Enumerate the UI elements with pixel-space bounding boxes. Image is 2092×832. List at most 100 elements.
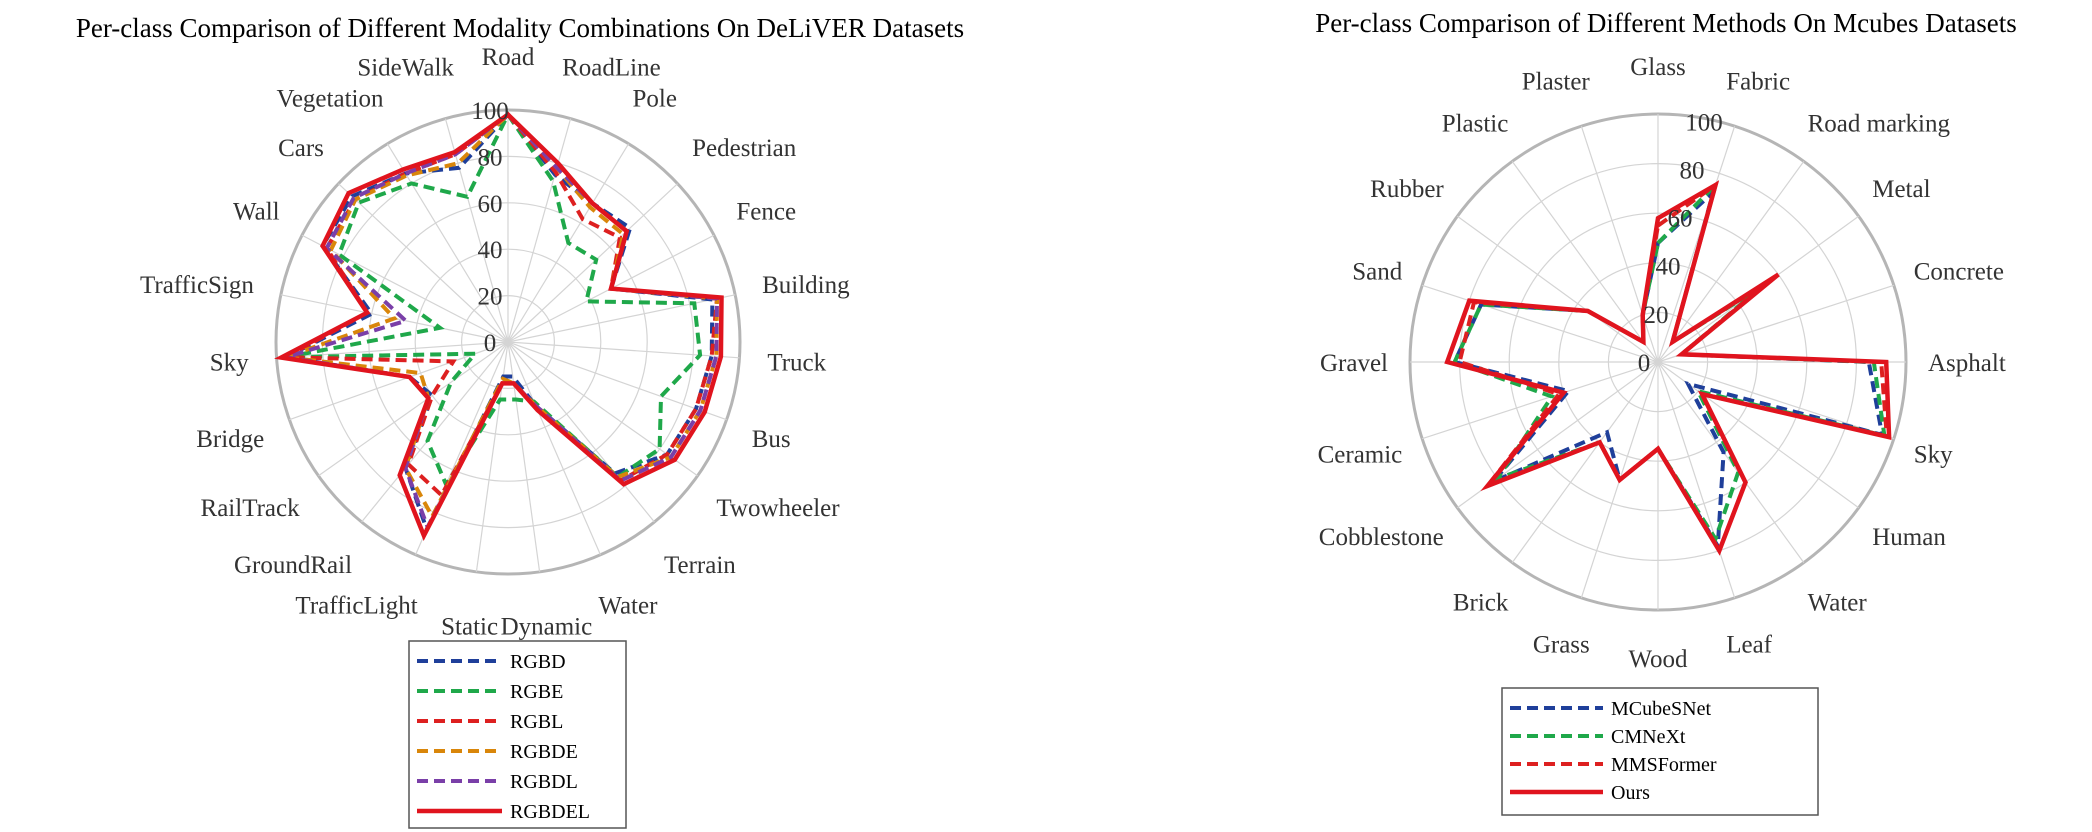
grid-spoke <box>507 341 541 572</box>
radial-tick-label: 80 <box>478 144 503 171</box>
category-label-plastic: Plastic <box>1442 111 1509 138</box>
radial-tick-label: 20 <box>478 284 503 311</box>
grid-spoke <box>507 294 736 343</box>
category-label-pedestrian: Pedestrian <box>692 135 797 162</box>
grid-spoke <box>1511 361 1659 563</box>
category-label-wall: Wall <box>233 198 280 225</box>
category-label-sky: Sky <box>210 350 249 377</box>
category-label-dynamic: Dynamic <box>501 613 593 640</box>
legend-label-rgbl: RGBL <box>510 711 563 733</box>
radial-tick-label: 20 <box>1643 302 1668 329</box>
category-label-cobblestone: Cobblestone <box>1319 524 1444 551</box>
category-label-terrain: Terrain <box>664 552 736 579</box>
legend-label-cmnext: CMNeXt <box>1611 726 1686 748</box>
grid-spoke <box>361 341 509 523</box>
mcubes-radar-chart: Per-class Comparison of Different Method… <box>1315 8 2017 816</box>
grid-spoke <box>1657 361 1895 440</box>
category-label-sand: Sand <box>1352 259 1403 286</box>
chart-title: Per-class Comparison of Different Modali… <box>76 13 964 43</box>
category-label-truck: Truck <box>767 350 826 377</box>
category-label-road-marking: Road marking <box>1808 111 1951 138</box>
series-rgbe <box>285 110 703 489</box>
category-label-asphalt: Asphalt <box>1928 350 2006 377</box>
radial-tick-label: 40 <box>478 237 503 264</box>
legend-label-rgbdl: RGBDL <box>510 771 578 793</box>
category-label-trafficlight: TrafficLight <box>295 592 417 619</box>
category-label-bus: Bus <box>752 426 791 453</box>
grid-spoke <box>1657 361 1736 599</box>
radial-tick-label: 0 <box>484 330 497 357</box>
category-label-plaster: Plaster <box>1522 68 1591 95</box>
category-label-bridge: Bridge <box>196 426 264 453</box>
radial-tick-label: 100 <box>471 98 509 125</box>
category-label-sky: Sky <box>1914 441 1953 468</box>
series-ours <box>1444 180 1892 556</box>
radial-tick-label: 40 <box>1655 254 1680 281</box>
category-label-fence: Fence <box>736 198 796 225</box>
radial-tick-label: 80 <box>1679 157 1704 184</box>
category-label-vegetation: Vegetation <box>277 86 384 113</box>
grid-spoke <box>507 341 740 359</box>
radial-tick-label: 60 <box>1667 206 1692 233</box>
category-label-wood: Wood <box>1628 646 1688 673</box>
legend-label-mcubesnet: MCubeSNet <box>1611 698 1711 720</box>
legend-label-rgbd: RGBD <box>510 651 566 673</box>
legend: RGBD RGBE RGBL RGBDE RGBDL RGBDEL <box>408 640 627 829</box>
series-rgbdel <box>274 111 724 542</box>
category-label-road: Road <box>482 44 535 71</box>
grid-spoke <box>1657 284 1895 363</box>
category-label-brick: Brick <box>1453 589 1509 616</box>
category-label-twowheeler: Twowheeler <box>716 495 840 522</box>
grid-spoke <box>318 341 509 477</box>
category-label-gravel: Gravel <box>1320 350 1388 377</box>
grid-spoke <box>1457 215 1659 363</box>
category-label-fabric: Fabric <box>1726 68 1790 95</box>
grid-spoke <box>338 183 509 343</box>
radial-tick-label: 100 <box>1685 109 1723 136</box>
category-label-metal: Metal <box>1872 176 1930 203</box>
legend-label-rgbde: RGBDE <box>510 741 578 763</box>
legend-label-ours: Ours <box>1611 782 1650 804</box>
category-label-trafficsign: TrafficSign <box>140 272 254 299</box>
category-label-leaf: Leaf <box>1726 632 1772 659</box>
category-label-railtrack: RailTrack <box>201 495 301 522</box>
grid-spoke <box>1657 125 1736 363</box>
radial-tick-label: 60 <box>478 191 503 218</box>
grid-spoke <box>507 183 678 343</box>
legend-label-rgbdel: RGBDEL <box>510 801 590 823</box>
radial-tick-label: 0 <box>1638 350 1651 377</box>
category-label-rubber: Rubber <box>1370 176 1444 203</box>
category-label-ceramic: Ceramic <box>1318 441 1403 468</box>
legend: MCubeSNet CMNeXt MMSFormer Ours <box>1501 687 1819 816</box>
category-label-concrete: Concrete <box>1914 259 2004 286</box>
category-label-groundrail: GroundRail <box>234 552 352 579</box>
category-label-human: Human <box>1872 524 1946 551</box>
grid-spoke <box>386 143 509 343</box>
category-label-roadline: RoadLine <box>562 55 661 82</box>
grid-spoke <box>301 234 509 343</box>
legend-box <box>408 640 627 829</box>
category-label-pole: Pole <box>633 86 677 113</box>
category-label-water: Water <box>1808 589 1868 616</box>
grid-spoke <box>1421 361 1659 440</box>
chart-title: Per-class Comparison of Different Method… <box>1315 8 2017 38</box>
grid-spoke <box>507 341 655 523</box>
category-label-grass: Grass <box>1533 632 1590 659</box>
legend-label-mmsformer: MMSFormer <box>1611 754 1717 776</box>
grid-spoke <box>1580 125 1659 363</box>
grid-spoke <box>507 118 572 343</box>
category-label-water: Water <box>598 592 658 619</box>
series-mmsformer <box>1457 180 1889 556</box>
category-label-cars: Cars <box>278 135 324 162</box>
category-label-sidewalk: SideWalk <box>357 55 454 82</box>
grid-spoke <box>1511 161 1659 363</box>
grid-spoke <box>507 341 727 421</box>
category-label-glass: Glass <box>1630 54 1686 81</box>
grid-spoke <box>1657 161 1805 363</box>
category-label-building: Building <box>762 272 850 299</box>
grid-spoke <box>507 341 601 556</box>
grid-spoke <box>1657 361 1805 563</box>
category-label-static: Static <box>441 613 498 640</box>
legend-label-rgbe: RGBE <box>510 681 563 703</box>
